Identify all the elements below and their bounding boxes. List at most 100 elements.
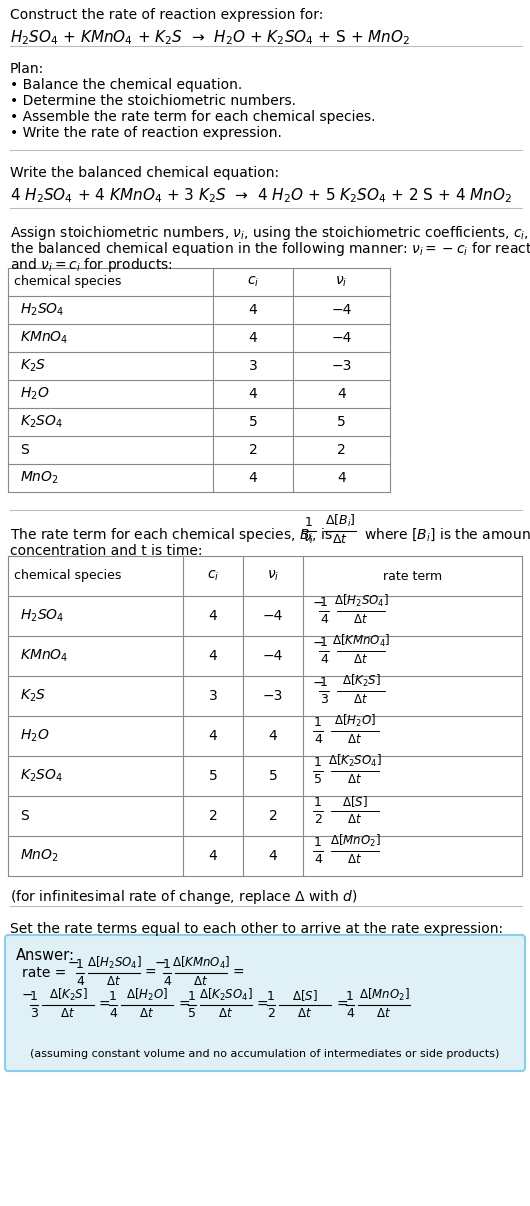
Text: $c_i$: $c_i$ <box>247 275 259 289</box>
Text: 3: 3 <box>249 359 258 373</box>
Text: $\Delta t$: $\Delta t$ <box>60 1007 75 1020</box>
Text: 1: 1 <box>320 636 328 649</box>
Text: $MnO_2$: $MnO_2$ <box>20 848 59 865</box>
Text: Set the rate terms equal to each other to arrive at the rate expression:: Set the rate terms equal to each other t… <box>10 923 503 936</box>
Text: 1: 1 <box>314 796 322 809</box>
Text: where $[B_i]$ is the amount: where $[B_i]$ is the amount <box>364 526 530 543</box>
Text: −: − <box>313 596 324 610</box>
Text: 4: 4 <box>269 728 277 743</box>
Text: −4: −4 <box>263 649 283 663</box>
Text: 1: 1 <box>346 990 354 1003</box>
Text: S: S <box>20 809 29 822</box>
Text: $\Delta[MnO_2]$: $\Delta[MnO_2]$ <box>330 833 381 849</box>
Text: −4: −4 <box>263 609 283 624</box>
Text: $K_2S$: $K_2S$ <box>20 358 46 374</box>
Text: 4: 4 <box>209 649 217 663</box>
Text: $\Delta[K_2S]$: $\Delta[K_2S]$ <box>49 987 87 1003</box>
Text: 4: 4 <box>209 849 217 863</box>
Text: 1: 1 <box>320 677 328 689</box>
Text: −: − <box>68 956 80 970</box>
Text: $\Delta[KMnO_4]$: $\Delta[KMnO_4]$ <box>172 955 230 971</box>
Text: 4: 4 <box>346 1007 354 1020</box>
Text: 2: 2 <box>209 809 217 822</box>
Text: 1: 1 <box>314 716 322 728</box>
Text: 4: 4 <box>314 733 322 747</box>
Text: $\Delta t$: $\Delta t$ <box>332 533 348 546</box>
Text: $\Delta t$: $\Delta t$ <box>297 1007 313 1020</box>
Text: 1: 1 <box>30 990 38 1003</box>
Text: 3: 3 <box>320 693 328 706</box>
Text: $K_2SO_4$: $K_2SO_4$ <box>20 414 63 431</box>
Text: −: − <box>313 677 324 690</box>
Text: chemical species: chemical species <box>14 569 121 582</box>
Text: 4: 4 <box>249 330 258 345</box>
Text: 2: 2 <box>269 809 277 822</box>
Text: $\Delta t$: $\Delta t$ <box>354 693 368 706</box>
Text: 4: 4 <box>314 853 322 866</box>
Text: $\Delta[K_2S]$: $\Delta[K_2S]$ <box>341 673 381 689</box>
Text: 4: 4 <box>249 303 258 317</box>
Text: chemical species: chemical species <box>14 275 121 288</box>
Text: $H_2O$: $H_2O$ <box>20 727 49 744</box>
Text: $KMnO_4$: $KMnO_4$ <box>20 329 68 346</box>
Text: 5: 5 <box>269 769 277 783</box>
Text: 1: 1 <box>314 756 322 769</box>
Text: 2: 2 <box>267 1007 275 1020</box>
Text: The rate term for each chemical species, $B_i$, is: The rate term for each chemical species,… <box>10 526 333 544</box>
Text: $\Delta[KMnO_4]$: $\Delta[KMnO_4]$ <box>332 633 390 649</box>
Text: $\Delta[B_i]$: $\Delta[B_i]$ <box>325 513 355 529</box>
Text: $MnO_2$: $MnO_2$ <box>20 470 59 486</box>
Text: $\Delta[H_2SO_4]$: $\Delta[H_2SO_4]$ <box>333 593 388 609</box>
Text: 4: 4 <box>209 728 217 743</box>
Text: −: − <box>313 636 324 650</box>
Text: 5: 5 <box>188 1007 196 1020</box>
Text: 4: 4 <box>76 974 84 988</box>
Text: $H_2SO_4$: $H_2SO_4$ <box>20 302 64 318</box>
Text: 2: 2 <box>249 443 258 457</box>
Text: $\Delta[K_2SO_4]$: $\Delta[K_2SO_4]$ <box>199 987 253 1003</box>
Text: 4: 4 <box>320 652 328 666</box>
Text: 1: 1 <box>267 990 275 1003</box>
Text: $H_2SO_4$: $H_2SO_4$ <box>20 608 64 625</box>
Text: −4: −4 <box>331 303 352 317</box>
Text: 4: 4 <box>249 387 258 402</box>
Text: =: = <box>257 999 269 1012</box>
Text: $\Delta t$: $\Delta t$ <box>348 853 363 866</box>
Text: $\Delta[K_2SO_4]$: $\Delta[K_2SO_4]$ <box>328 753 382 769</box>
Text: $\Delta t$: $\Delta t$ <box>139 1007 155 1020</box>
Text: $H_2SO_4$ + $KMnO_4$ + $K_2S$  →  $H_2O$ + $K_2SO_4$ + S + $MnO_2$: $H_2SO_4$ + $KMnO_4$ + $K_2S$ → $H_2O$ +… <box>10 28 410 47</box>
FancyBboxPatch shape <box>5 935 525 1071</box>
Text: 4: 4 <box>337 472 346 485</box>
Text: $\Delta t$: $\Delta t$ <box>348 813 363 826</box>
Text: 4: 4 <box>249 472 258 485</box>
Text: $KMnO_4$: $KMnO_4$ <box>20 648 68 665</box>
Text: −: − <box>155 956 166 970</box>
Text: Write the balanced chemical equation:: Write the balanced chemical equation: <box>10 166 279 180</box>
Text: 2: 2 <box>314 813 322 826</box>
Text: 4: 4 <box>109 1007 117 1020</box>
Text: =: = <box>178 999 190 1012</box>
Text: 4: 4 <box>209 609 217 624</box>
Text: −: − <box>22 988 33 1002</box>
Text: =: = <box>145 966 157 980</box>
Text: $\nu_i$: $\nu_i$ <box>303 533 315 546</box>
Text: =: = <box>232 966 244 980</box>
Text: (for infinitesimal rate of change, replace $\Delta$ with $d$): (for infinitesimal rate of change, repla… <box>10 888 357 906</box>
Text: the balanced chemical equation in the following manner: $\nu_i = -c_i$ for react: the balanced chemical equation in the fo… <box>10 240 530 258</box>
Text: • Write the rate of reaction expression.: • Write the rate of reaction expression. <box>10 125 282 140</box>
Text: $\Delta t$: $\Delta t$ <box>354 613 368 626</box>
Text: $\Delta[MnO_2]$: $\Delta[MnO_2]$ <box>359 987 409 1003</box>
Text: $\Delta t$: $\Delta t$ <box>354 652 368 666</box>
Text: $\nu_i$: $\nu_i$ <box>335 275 348 289</box>
Text: 4: 4 <box>320 613 328 626</box>
Text: $\Delta t$: $\Delta t$ <box>107 974 121 988</box>
Text: 5: 5 <box>249 415 258 429</box>
Text: Assign stoichiometric numbers, $\nu_i$, using the stoichiometric coefficients, $: Assign stoichiometric numbers, $\nu_i$, … <box>10 224 530 242</box>
Text: 1: 1 <box>109 990 117 1003</box>
Text: 1: 1 <box>314 836 322 849</box>
Text: 1: 1 <box>163 958 171 971</box>
Text: 3: 3 <box>30 1007 38 1020</box>
Text: 5: 5 <box>337 415 346 429</box>
Text: (assuming constant volume and no accumulation of intermediates or side products): (assuming constant volume and no accumul… <box>30 1049 500 1059</box>
Text: Construct the rate of reaction expression for:: Construct the rate of reaction expressio… <box>10 8 323 22</box>
